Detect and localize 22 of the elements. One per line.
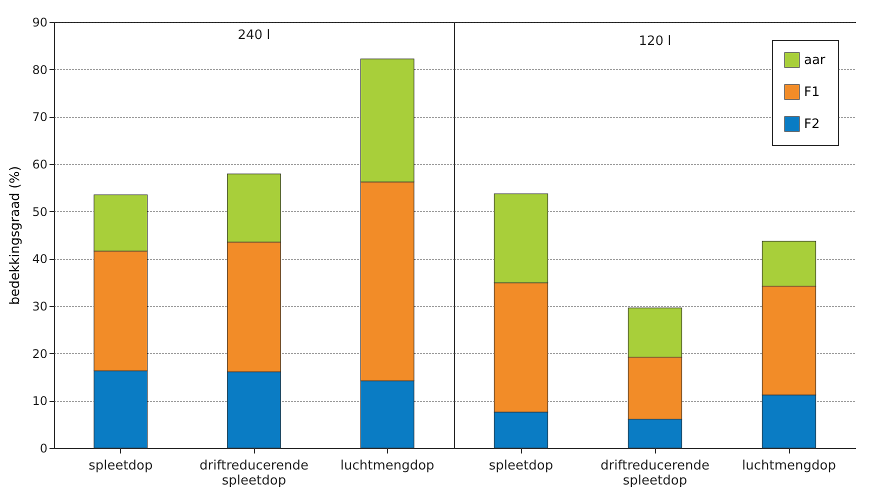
x-tick-label: spleetdop bbox=[488, 458, 554, 474]
x-tick-label: driftreducerende spleetdop bbox=[200, 458, 308, 488]
legend-label: aar bbox=[804, 53, 826, 68]
x-tick-label: luchtmengdop bbox=[742, 458, 836, 474]
y-axis-title: bedekkingsgraad (%) bbox=[8, 166, 24, 305]
y-tick-label: 40 bbox=[32, 252, 48, 266]
x-tick-label: luchtmengdop bbox=[340, 458, 434, 474]
y-tick-label: 70 bbox=[32, 110, 48, 124]
y-tick-label: 0 bbox=[40, 442, 48, 456]
x-tick-label: spleetdop bbox=[88, 458, 153, 474]
y-tick-label: 90 bbox=[32, 16, 48, 30]
y-tick-label: 50 bbox=[32, 204, 48, 219]
y-tick-label: 20 bbox=[32, 346, 48, 361]
x-tick-label: driftreducerende spleetdop bbox=[600, 458, 710, 488]
text: 240 l bbox=[238, 28, 270, 43]
text: 120 l bbox=[638, 34, 672, 49]
y-tick-label: 10 bbox=[32, 394, 48, 408]
legend-label: F1 bbox=[804, 85, 820, 100]
y-tick-label: 60 bbox=[32, 158, 48, 172]
y-tick-label: 80 bbox=[32, 62, 48, 77]
legend-label: F2 bbox=[804, 117, 820, 132]
y-tick-label: 30 bbox=[32, 300, 48, 314]
